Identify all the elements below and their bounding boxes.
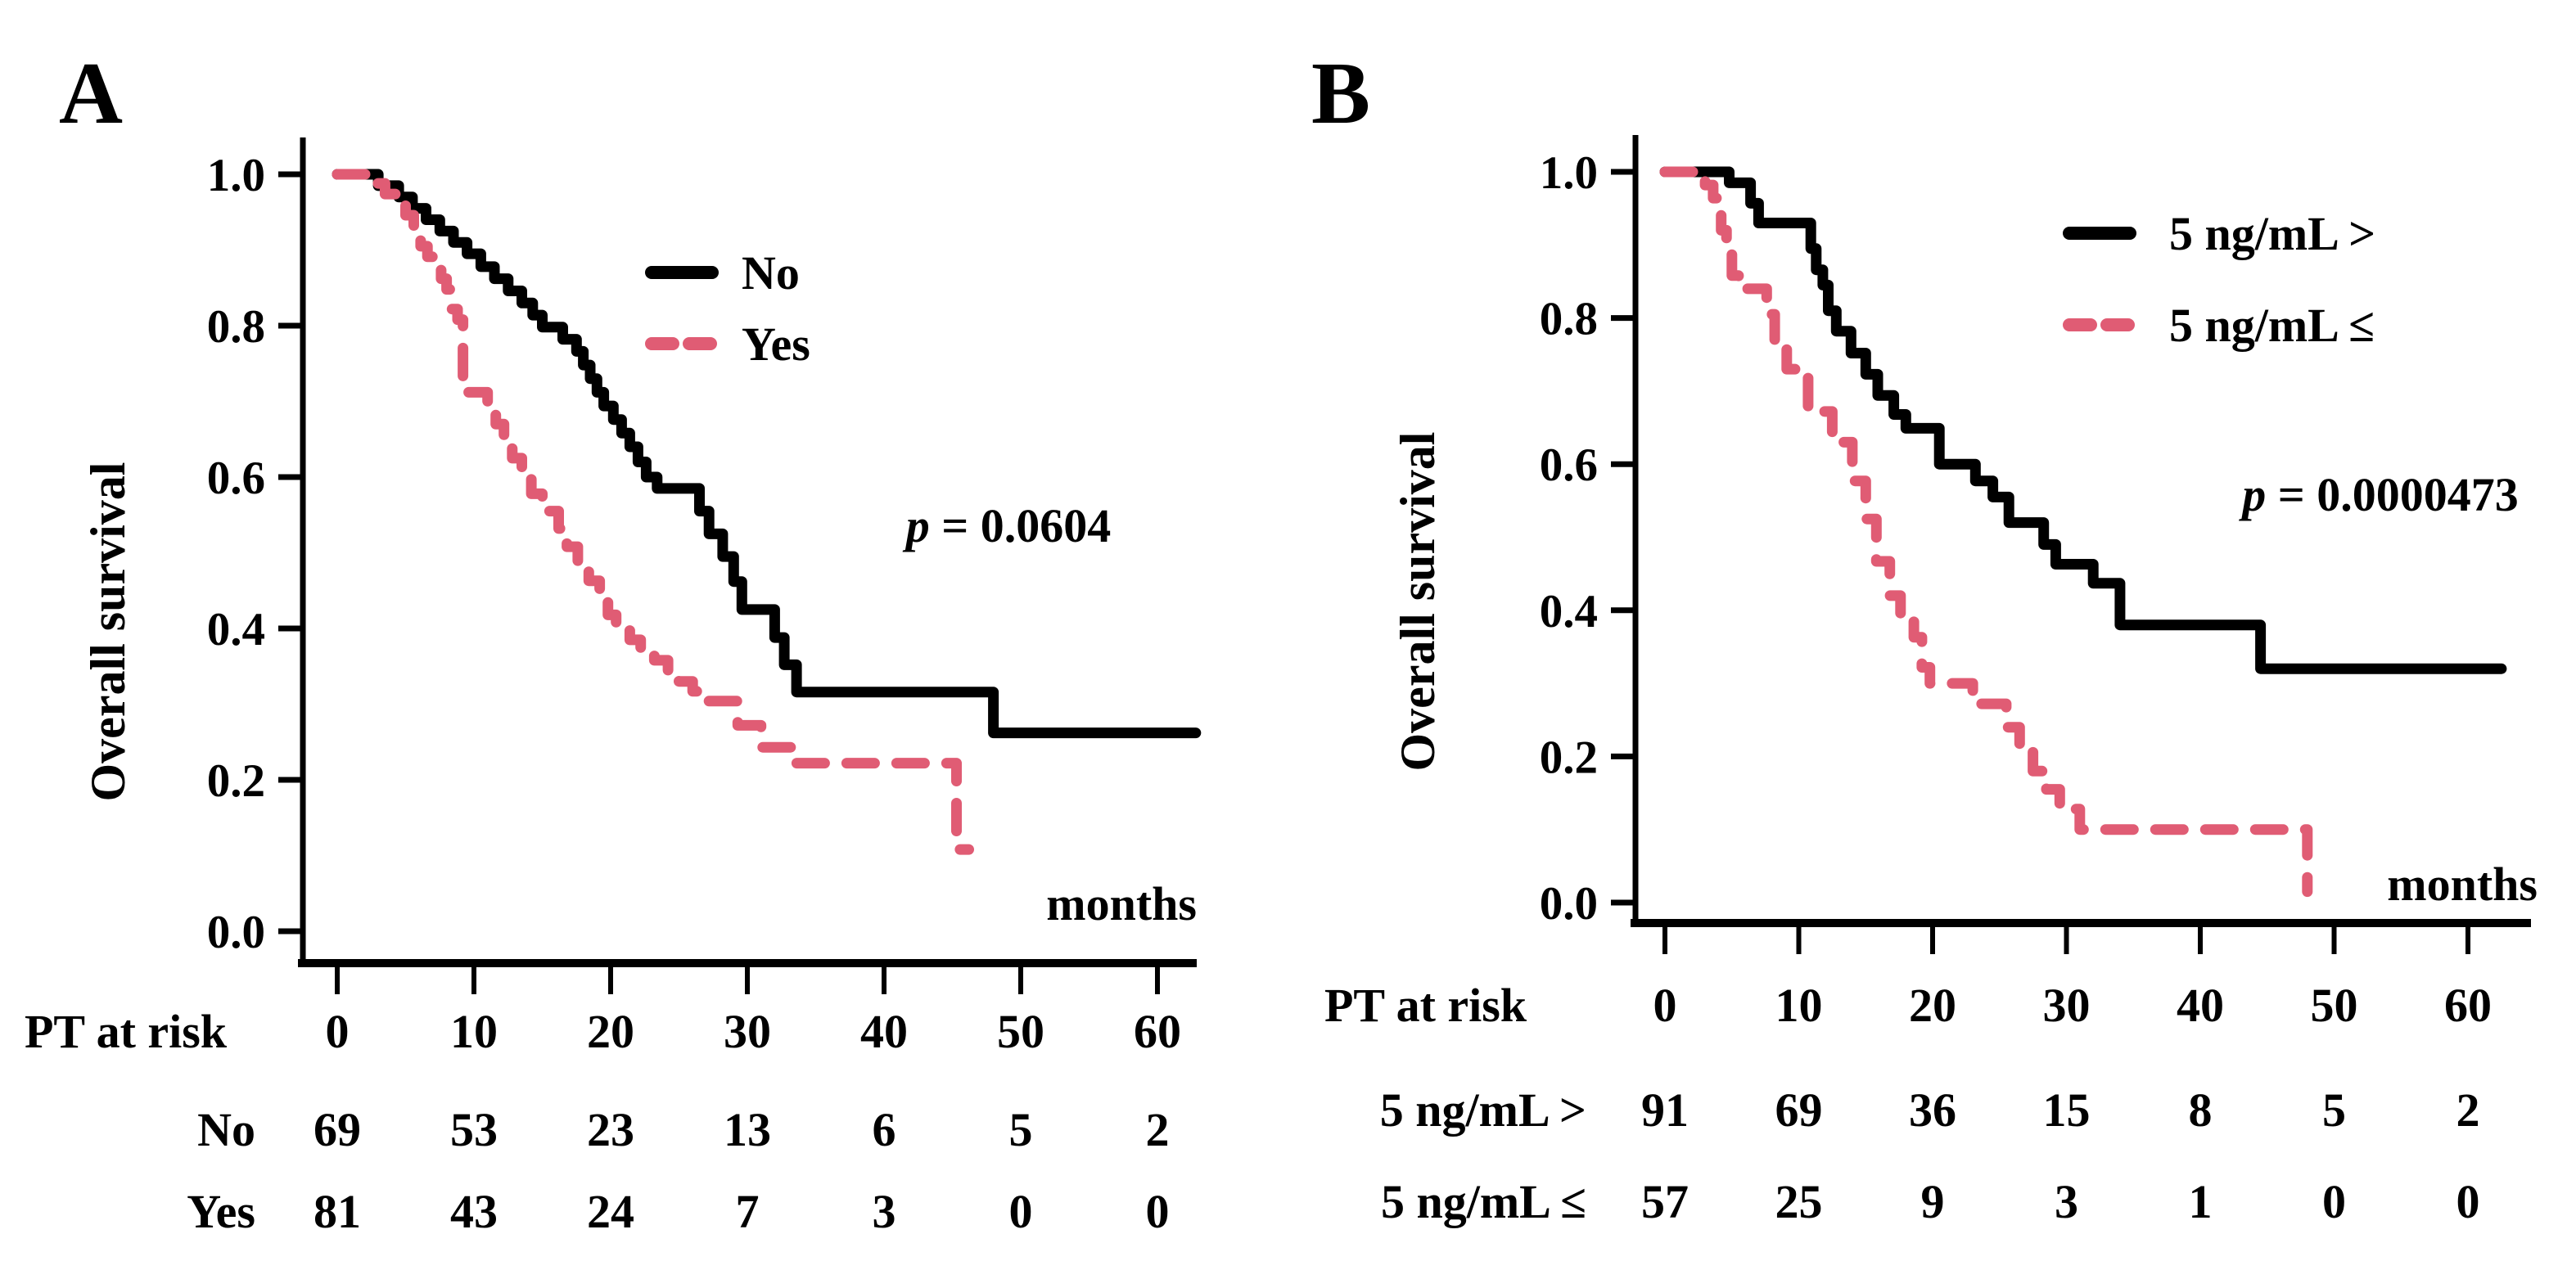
panel-b-risk-count-5-ng-ml-gt-0: 91: [1641, 1083, 1689, 1137]
panel-b-risk-count-5-ng-ml-gt-40: 8: [2189, 1083, 2213, 1137]
panel-a-risk-count-no-50: 5: [1009, 1103, 1033, 1156]
panel-a-x-tick-label: 0: [326, 1005, 350, 1058]
panel-b-y-tick-label: 0.6: [1540, 439, 1598, 491]
panel-b-risk-count-5-ng-ml-le-10: 25: [1775, 1175, 1823, 1228]
panel-a-risk-count-yes-10: 43: [450, 1185, 498, 1238]
panel-b-legend-label-5-ng-ml-le: 5 ng/mL ≤: [2169, 299, 2375, 352]
panel-b-y-tick-label: 1.0: [1540, 147, 1598, 199]
panel-b-risk-row-label-5-ng-ml-le: 5 ng/mL ≤: [1381, 1175, 1586, 1228]
panel-b-risk-count-5-ng-ml-le-0: 57: [1641, 1175, 1689, 1228]
panel-a-risk-count-yes-60: 0: [1146, 1185, 1170, 1238]
panel-a-y-axis-title: Overall survival: [81, 462, 135, 802]
panel-a-legend-label-yes: Yes: [742, 318, 810, 371]
panel-a-x-tick-label: 30: [724, 1005, 771, 1058]
panel-b-risk-count-5-ng-ml-le-20: 9: [1921, 1175, 1945, 1228]
panel-a-risk-count-yes-50: 0: [1009, 1185, 1033, 1238]
panel-a-risk-count-no-30: 13: [724, 1103, 771, 1156]
panel-b-risk-count-5-ng-ml-gt-60: 2: [2456, 1083, 2480, 1137]
panel-b-curve-5-ng-ml-le: [1659, 166, 2313, 898]
panel-a-y-tick-label: 0.8: [207, 301, 265, 353]
panel-a-x-unit-label: months: [1046, 877, 1197, 930]
panel-a-curve-yes: [332, 169, 974, 855]
panel-b-y-tick-label: 0.8: [1540, 294, 1598, 345]
panel-a-label: A: [59, 45, 123, 142]
panel-a-curve-no: [332, 169, 1202, 739]
panel-a-risk-row-label-yes: Yes: [187, 1185, 255, 1238]
panel-b-x-tick-label: 0: [1653, 979, 1677, 1032]
panel-b-risk-count-5-ng-ml-le-60: 0: [2456, 1175, 2480, 1228]
panel-b-y-axis-title: Overall survival: [1391, 432, 1445, 772]
panel-b: B1.00.80.60.40.20.00 10 20 30 40 50 60Overall …: [1311, 45, 2538, 1228]
panel-b-risk-row-label-5-ng-ml-gt: 5 ng/mL >: [1380, 1083, 1586, 1137]
panel-a-y-tick-label: 0.6: [207, 453, 265, 504]
panel-a-risk-count-no-10: 53: [450, 1103, 498, 1156]
panel-b-x-tick-label: 20: [1909, 979, 1956, 1032]
panel-b-curve-5-ng-ml-gt: [1659, 166, 2507, 674]
panel-b-risk-table-header: PT at risk: [1324, 979, 1527, 1032]
panel-a-legend-label-no: No: [742, 246, 800, 299]
panel-a-risk-count-yes-30: 7: [736, 1185, 760, 1238]
panel-b-x-tick-label: 50: [2311, 979, 2358, 1032]
panel-a-risk-count-yes-20: 24: [587, 1185, 634, 1238]
panel-a-y-tick-label: 1.0: [207, 150, 265, 201]
panel-a-risk-count-yes-0: 81: [314, 1185, 361, 1238]
panel-a-y-tick-label: 0.0: [207, 907, 265, 958]
panel-a-risk-count-yes-40: 3: [873, 1185, 896, 1238]
panel-b-risk-count-5-ng-ml-le-50: 0: [2322, 1175, 2346, 1228]
panel-b-y-tick-label: 0.4: [1540, 586, 1598, 637]
panel-a-x-tick-label: 60: [1134, 1005, 1181, 1058]
panel-b-risk-count-5-ng-ml-le-30: 3: [2055, 1175, 2078, 1228]
panel-b-x-tick-label: 30: [2043, 979, 2091, 1032]
panel-a-risk-count-no-0: 69: [314, 1103, 361, 1156]
panel-b-x-tick-label: 60: [2444, 979, 2492, 1032]
panel-a-p-value: p = 0.0604: [902, 499, 1112, 552]
panel-b-p-value: p = 0.0000473: [2238, 468, 2519, 521]
panel-a-risk-row-label-no: No: [197, 1103, 255, 1156]
panel-a-y-tick-label: 0.2: [207, 755, 265, 807]
panel-a-y-tick-label: 0.4: [207, 604, 265, 655]
panel-b-y-tick-label: 0.0: [1540, 878, 1598, 930]
panel-a-risk-count-no-20: 23: [587, 1103, 634, 1156]
panel-b-risk-count-5-ng-ml-le-40: 1: [2189, 1175, 2213, 1228]
panel-b-risk-count-5-ng-ml-gt-10: 69: [1775, 1083, 1823, 1137]
panel-b-risk-count-5-ng-ml-gt-50: 5: [2322, 1083, 2346, 1137]
panel-b-y-tick-label: 0.2: [1540, 732, 1598, 783]
panel-b-x-tick-label: 10: [1775, 979, 1823, 1032]
panel-b-x-tick-label: 40: [2177, 979, 2224, 1032]
panel-a-risk-count-no-40: 6: [873, 1103, 896, 1156]
panel-a-x-tick-label: 40: [860, 1005, 908, 1058]
panel-b-x-unit-label: months: [2387, 858, 2538, 911]
panel-a: A1.00.80.60.40.20.00 10 20 30 40 50 60Overall …: [25, 45, 1202, 1238]
panel-b-risk-count-5-ng-ml-gt-20: 36: [1909, 1083, 1956, 1137]
panel-b-legend-label-5-ng-ml-gt: 5 ng/mL >: [2169, 207, 2375, 260]
panel-b-label: B: [1311, 45, 1370, 142]
panel-b-risk-count-5-ng-ml-gt-30: 15: [2043, 1083, 2091, 1137]
panel-a-risk-table-header: PT at risk: [25, 1005, 228, 1058]
panel-a-x-tick-label: 20: [587, 1005, 634, 1058]
panel-a-x-tick-label: 10: [450, 1005, 498, 1058]
panel-a-risk-count-no-60: 2: [1146, 1103, 1170, 1156]
panel-a-x-tick-label: 50: [997, 1005, 1044, 1058]
